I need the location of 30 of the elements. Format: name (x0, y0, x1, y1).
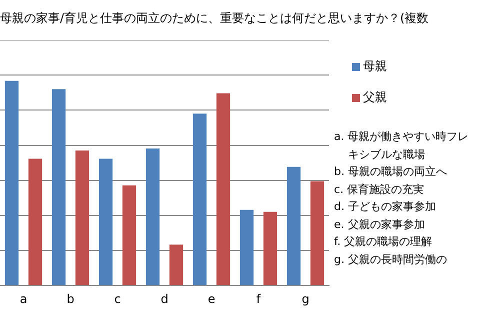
x-tick-label: f (256, 292, 262, 306)
bar (146, 148, 160, 286)
bar (169, 244, 184, 286)
text: c. 保育施設の充実 (334, 182, 426, 198)
bar (28, 158, 42, 286)
bar (263, 212, 278, 286)
x-tick-label: d (160, 292, 168, 306)
x-tick-label: b (66, 292, 74, 306)
bar (216, 93, 230, 286)
x-tick-label: a (20, 292, 28, 306)
x-tick-label: c (114, 292, 121, 306)
text: e. 父親の家事参加 (334, 216, 426, 232)
text: d. 子どもの家事参加 (334, 199, 437, 215)
text: b. 母親の職場の両立へ (334, 164, 448, 180)
chart-title: 母親の家事/育児と仕事の両立のために、重要なことは何だと思いますか？(複数 (0, 10, 429, 27)
legend-label: 父親 (363, 89, 387, 106)
bar (4, 80, 19, 286)
bar (122, 185, 136, 286)
x-tick-label: e (208, 292, 216, 306)
bar (310, 181, 324, 286)
text: g. 父親の長時間労働の (334, 252, 448, 268)
bar (192, 114, 207, 286)
bar (52, 89, 66, 286)
legend-label: 母親 (363, 58, 387, 75)
bar (98, 158, 113, 286)
bar (75, 150, 90, 286)
bar (286, 166, 301, 286)
x-tick-label: g (302, 292, 310, 306)
text: f. 父親の職場の理解 (334, 234, 434, 250)
bar (240, 210, 254, 286)
